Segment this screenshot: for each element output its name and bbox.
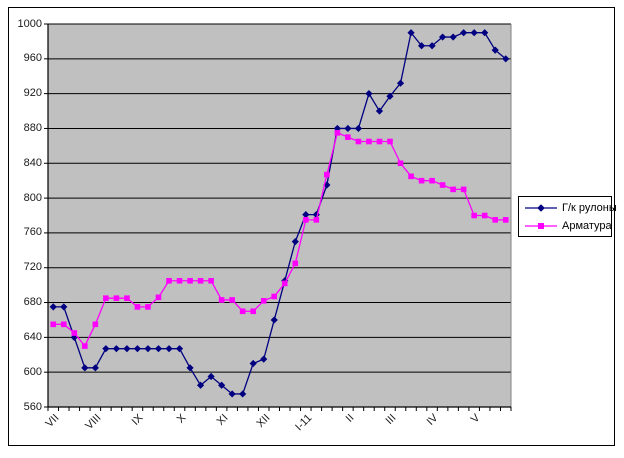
legend-marker-square-icon	[525, 222, 557, 229]
gridlines	[48, 23, 512, 407]
legend-label-armatura: Арматура	[562, 219, 612, 232]
series-gk-rulony	[49, 29, 510, 398]
series-armatura	[50, 130, 509, 349]
legend-marker-diamond-icon	[525, 203, 557, 212]
legend-item-armatura: Арматура	[524, 218, 612, 234]
legend-item-gk-rulony: Г/к рулоны	[524, 200, 617, 216]
axis-lines	[47, 24, 511, 408]
axis-ticks	[44, 23, 512, 411]
plot-area	[48, 24, 511, 407]
legend[interactable]: Г/к рулоны Арматура	[518, 196, 617, 237]
legend-label-gk-rulony: Г/к рулоны	[562, 201, 617, 214]
